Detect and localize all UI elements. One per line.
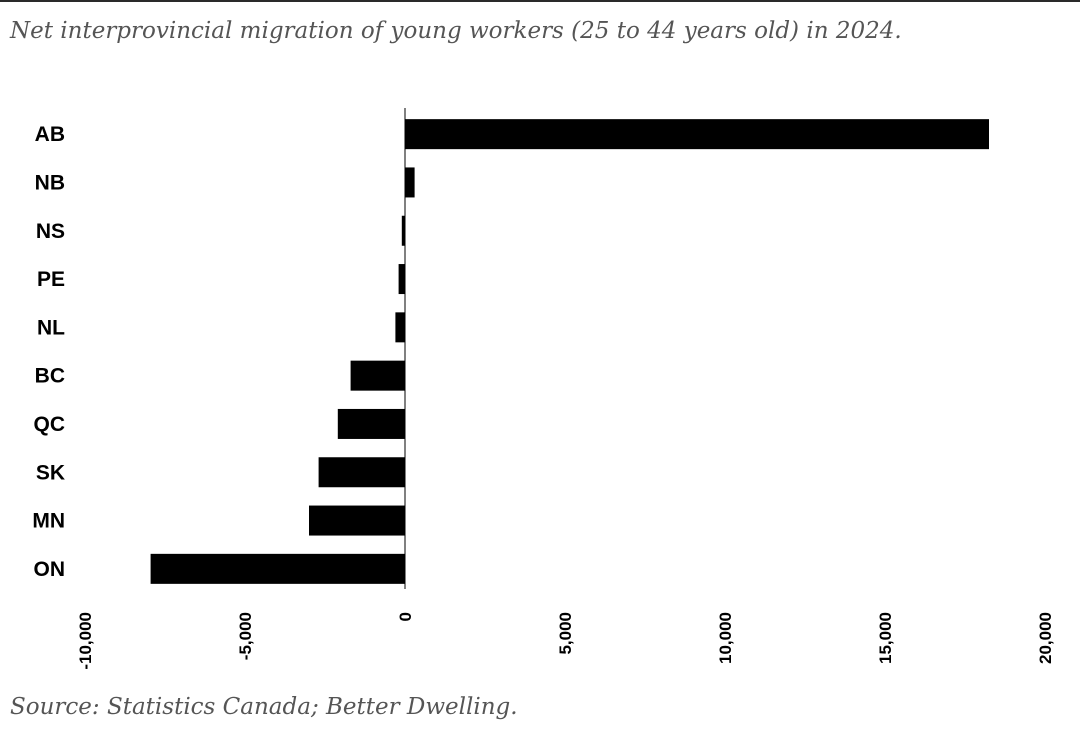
x-tick-label: 5,000 [556, 612, 575, 655]
category-label-pe: PE [37, 268, 65, 291]
bar-sk [318, 457, 405, 488]
x-tick-label: 15,000 [876, 612, 895, 664]
category-label-nl: NL [37, 316, 65, 339]
category-label-on: ON [34, 558, 66, 581]
category-label-bc: BC [35, 365, 65, 388]
bar-on [150, 553, 405, 584]
top-rule [0, 0, 1080, 2]
x-tick-label: -10,000 [76, 612, 95, 670]
category-label-qc: QC [34, 413, 66, 436]
x-tick-label: 10,000 [716, 612, 735, 664]
category-label-ns: NS [36, 220, 65, 243]
category-label-nb: NB [35, 171, 65, 194]
category-label-mn: MN [32, 510, 65, 533]
category-label-sk: SK [36, 461, 65, 484]
category-labels-group: AB NB NS PE NL BC QC SK MN ON [32, 123, 65, 581]
bar-pe [398, 264, 405, 295]
x-tick-label: -5,000 [236, 612, 255, 660]
x-tick-label: 0 [396, 612, 415, 621]
tick-labels-group: -10,000 -5,000 0 5,000 10,000 15,000 20,000 [76, 612, 1055, 670]
bar-ab [405, 119, 989, 150]
x-tick-label: 20,000 [1036, 612, 1055, 664]
bar-qc [337, 408, 405, 439]
bar-nb [405, 167, 415, 198]
bar-bc [350, 360, 405, 391]
source-note: Source: Statistics Canada; Better Dwelli… [10, 694, 518, 720]
category-label-ab: AB [35, 123, 65, 146]
bars-group [150, 119, 989, 584]
bar-mn [309, 505, 405, 536]
chart-title: Net interprovincial migration of young w… [10, 18, 902, 44]
bar-nl [395, 312, 405, 343]
bar-ns [401, 215, 405, 246]
